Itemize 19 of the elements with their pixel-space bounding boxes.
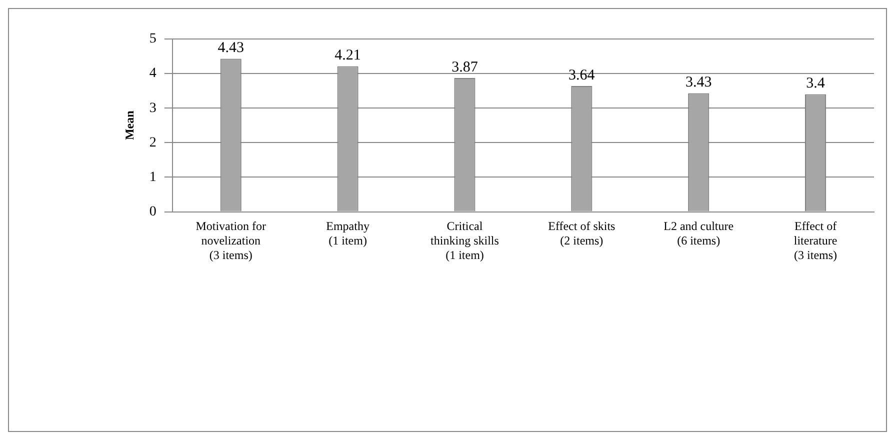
data-label: 3.87 bbox=[452, 59, 478, 76]
y-tick-label: 4 bbox=[149, 66, 156, 82]
y-tick-label: 1 bbox=[149, 170, 156, 185]
x-tick-label: L2 and culture (6 items) bbox=[664, 219, 734, 248]
y-axis-title: Mean bbox=[122, 110, 136, 140]
y-tick-label: 0 bbox=[149, 204, 156, 220]
y-tick-label: 5 bbox=[149, 32, 156, 47]
x-tick-label: Empathy (1 item) bbox=[326, 219, 370, 248]
data-label: 4.21 bbox=[334, 48, 361, 64]
data-label: 3.43 bbox=[685, 74, 712, 91]
x-tick-label: Effect of literature (3 items) bbox=[794, 219, 838, 262]
y-tick-label: 3 bbox=[149, 100, 156, 116]
data-label: 3.4 bbox=[806, 76, 826, 92]
data-label: 4.43 bbox=[218, 40, 244, 56]
y-tick-label: 2 bbox=[149, 135, 156, 150]
x-tick-label: Effect of skits (2 items) bbox=[548, 219, 616, 248]
x-tick-label: Motivation for novelization (3 items) bbox=[196, 219, 266, 262]
data-label: 3.64 bbox=[568, 67, 596, 84]
x-tick-label: Critical thinking skills (1 item) bbox=[430, 219, 500, 262]
